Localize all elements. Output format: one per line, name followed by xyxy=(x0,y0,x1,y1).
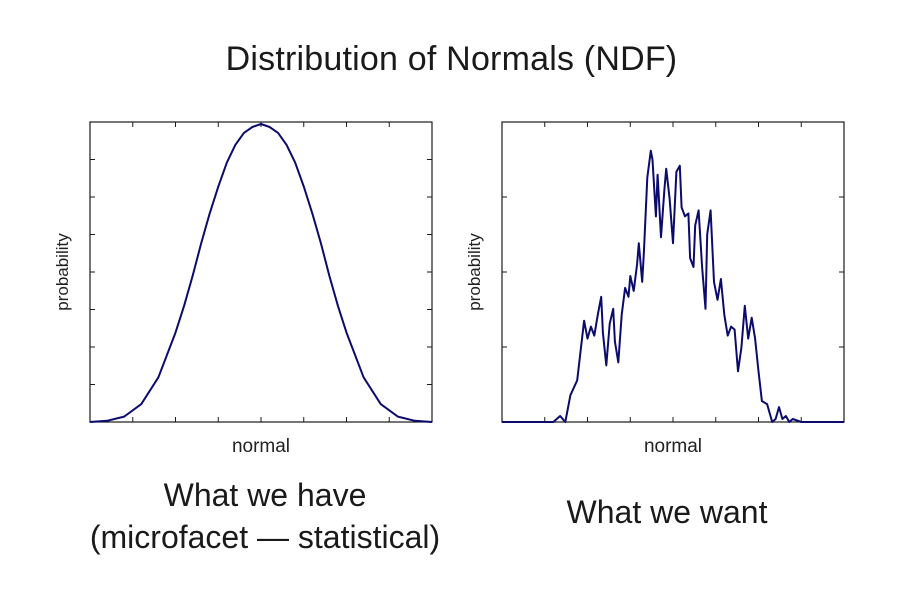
plot-frame xyxy=(89,121,433,423)
y-axis-label: probability xyxy=(53,233,72,311)
caption-left-line-1: What we have xyxy=(163,477,367,513)
y-axis-label: probability xyxy=(465,233,484,311)
series-line xyxy=(502,149,844,423)
caption-what-we-have: What we have (microfacet — statistical) xyxy=(40,474,490,558)
caption-what-we-want: What we want xyxy=(566,494,768,530)
plot-frame xyxy=(501,121,845,423)
caption-left-line-2: (microfacet — statistical) xyxy=(89,519,441,555)
series-line xyxy=(89,123,433,423)
slide-title: Distribution of Normals (NDF) xyxy=(225,40,678,78)
x-axis-label: normal xyxy=(232,436,290,457)
x-axis-label: normal xyxy=(644,436,702,457)
chart-smooth-ndf: normal probability xyxy=(53,121,433,457)
chart-noisy-ndf: normal probability xyxy=(465,121,845,457)
